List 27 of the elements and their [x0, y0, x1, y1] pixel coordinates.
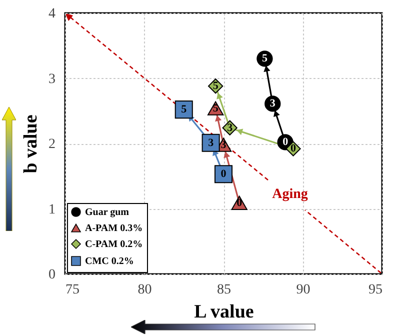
annotation: 5: [181, 104, 188, 116]
legend-label: C-PAM 0.2%: [85, 239, 143, 250]
annotation: 5: [262, 52, 268, 65]
annotation: 3: [208, 136, 214, 149]
y-tick-label: 0: [48, 268, 56, 282]
legend-label: A-PAM 0.3%: [85, 223, 143, 234]
x-tick-label: 90: [296, 282, 310, 298]
y-tick-label: 4: [48, 6, 56, 22]
annotation: 0: [290, 142, 296, 155]
annotation: 5: [212, 80, 219, 92]
annotation: 3: [270, 98, 276, 110]
x-tick-label: 85: [217, 282, 231, 298]
annotation: Aging: [272, 187, 308, 202]
legend-label: Guar gum: [85, 207, 130, 218]
x-tick-label: 75: [66, 282, 80, 298]
legend-label: CMC 0.2%: [85, 256, 134, 267]
annotation: 3: [227, 122, 234, 134]
x-axis-title: L value: [194, 302, 254, 322]
y-tick-label: 3: [48, 72, 56, 87]
x-tick-label: 80: [138, 282, 152, 298]
annotation: 0: [282, 136, 289, 148]
annotation: 0: [236, 196, 243, 209]
annotation: 0: [220, 168, 227, 180]
y-tick-label: 2: [48, 137, 56, 152]
y-tick-label: 1: [48, 202, 56, 218]
x-tick-label: 95: [368, 282, 382, 298]
y-axis-title: b value: [20, 114, 42, 174]
